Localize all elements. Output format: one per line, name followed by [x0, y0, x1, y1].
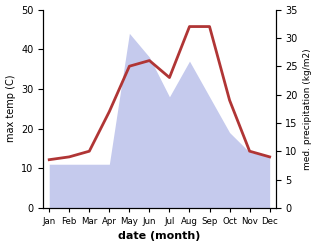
Y-axis label: med. precipitation (kg/m2): med. precipitation (kg/m2) — [303, 48, 313, 169]
X-axis label: date (month): date (month) — [118, 231, 201, 242]
Y-axis label: max temp (C): max temp (C) — [5, 75, 16, 143]
